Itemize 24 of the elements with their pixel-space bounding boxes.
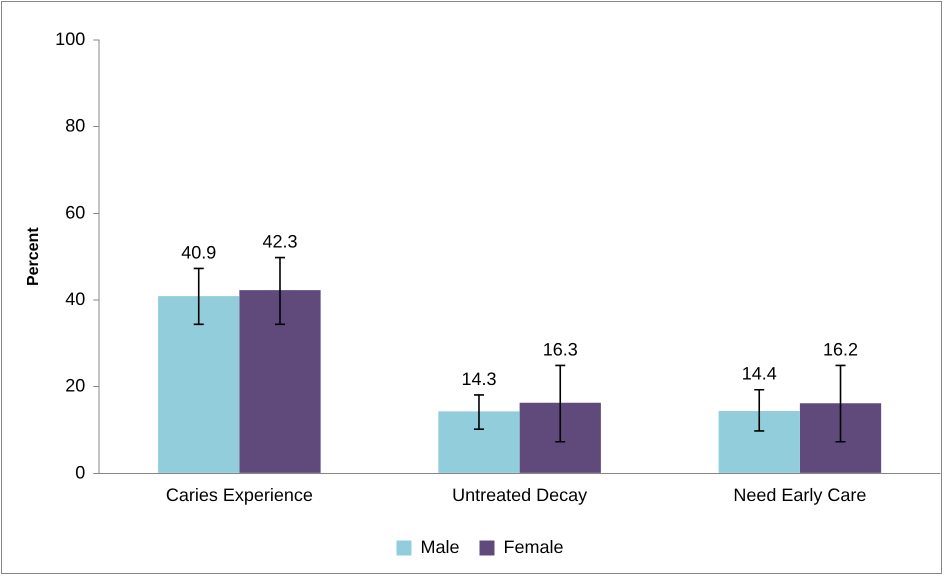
y-tick-label: 80 <box>65 116 86 136</box>
bar <box>158 296 240 473</box>
legend-label: Male <box>420 536 460 557</box>
bar <box>800 403 882 473</box>
data-label: 14.3 <box>461 368 496 389</box>
data-label: 16.3 <box>542 339 578 360</box>
x-tick-label: Untreated Decay <box>452 485 588 506</box>
y-tick-label: 40 <box>65 289 86 310</box>
data-label: 42.3 <box>262 232 298 252</box>
y-axis-title: Percent <box>25 226 42 286</box>
y-tick-label: 0 <box>75 462 86 482</box>
bar <box>438 411 520 473</box>
data-label: 14.4 <box>742 364 777 384</box>
x-tick-label: Need Early Care <box>733 485 866 506</box>
data-label: 16.2 <box>822 339 858 360</box>
x-tick-label: Caries Experience <box>166 485 313 506</box>
y-tick-label: 20 <box>65 376 86 396</box>
y-tick-label: 60 <box>65 202 86 222</box>
data-label: 40.9 <box>181 242 216 262</box>
y-tick-label: 100 <box>55 28 86 49</box>
bar <box>718 410 800 473</box>
bar <box>520 402 601 473</box>
bar <box>239 290 321 473</box>
legend-label: Female <box>503 536 564 557</box>
